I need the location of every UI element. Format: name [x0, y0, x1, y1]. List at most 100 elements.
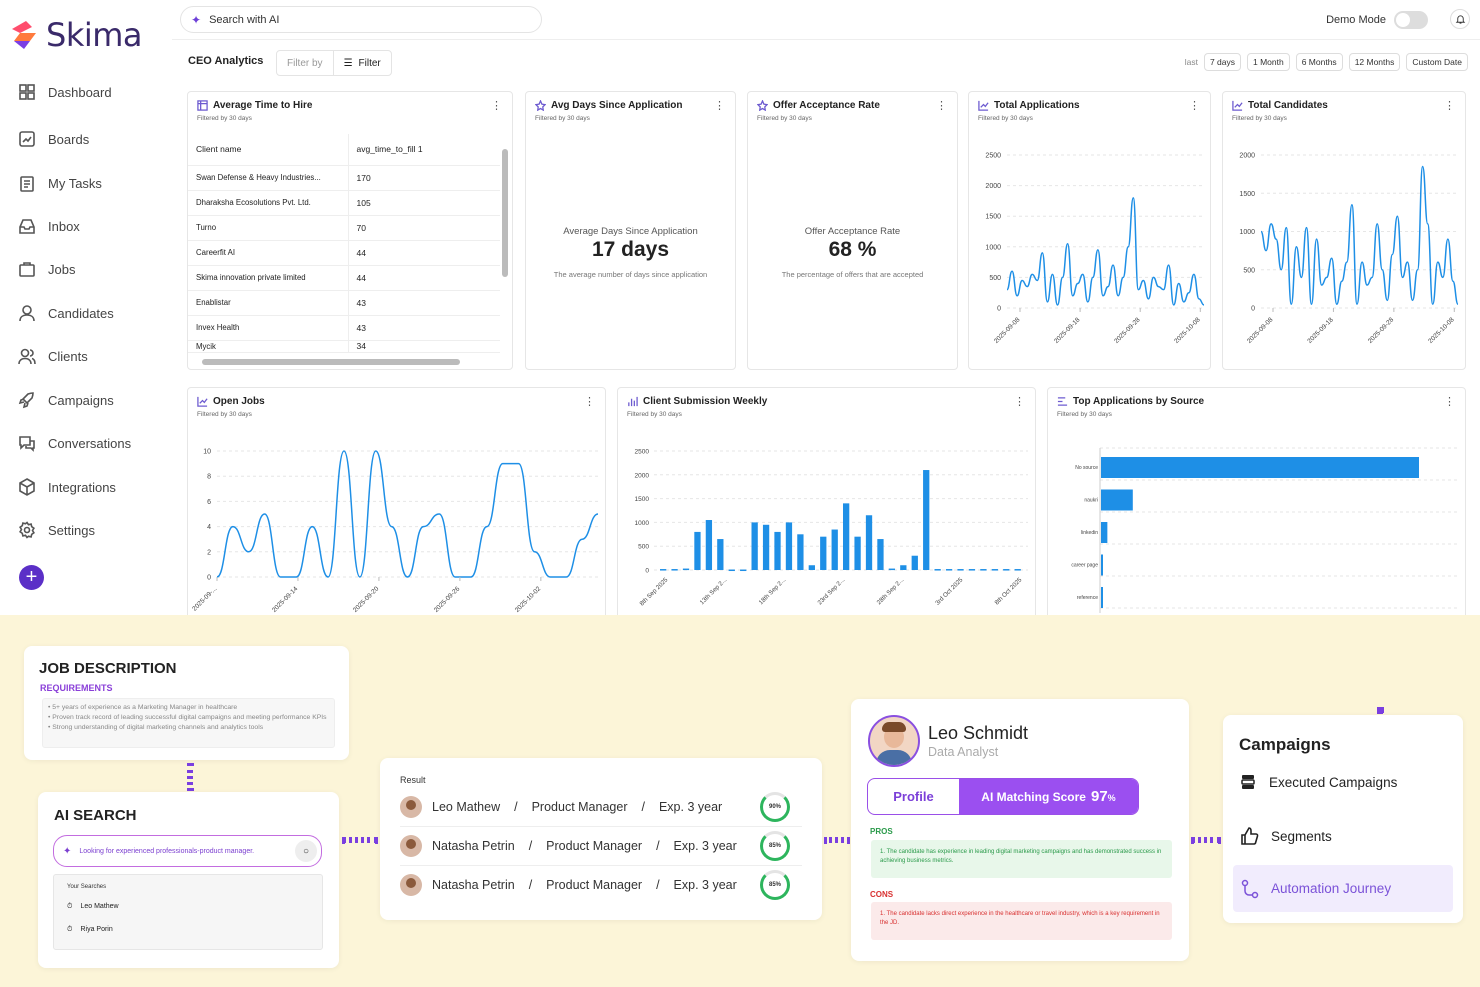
ai-search-query-input[interactable]: ✦ Looking for experienced professionals-… — [53, 835, 322, 867]
card-top-sources: Top Applications by Source Filtered by 3… — [1047, 387, 1466, 627]
card-subtitle: Filtered by 30 days — [1057, 411, 1112, 418]
category-label: linkedin — [1081, 530, 1098, 536]
add-button[interactable]: + — [19, 565, 44, 590]
x-tick-label: 8th Oct 2025 — [993, 576, 1023, 606]
bar — [728, 569, 735, 572]
cons-label: CONS — [870, 890, 894, 899]
range-option[interactable]: 12 Months — [1348, 53, 1401, 71]
bar — [1101, 457, 1419, 478]
connector — [342, 837, 378, 843]
bar — [980, 569, 987, 571]
sidebar-item-label: Conversations — [48, 435, 132, 451]
card-menu-icon[interactable]: ⋮ — [936, 100, 947, 112]
inbox-icon — [19, 219, 35, 234]
table-icon — [197, 100, 208, 111]
avg-time-cell: 170 — [348, 165, 500, 191]
client-name-cell: Mycik — [188, 340, 349, 353]
app-logo: Skima — [8, 16, 143, 54]
card-title-text: Total Candidates — [1248, 100, 1328, 111]
your-searches-label: Your Searches — [67, 884, 107, 890]
filter-button[interactable]: ☰ Filter — [334, 51, 391, 75]
sidebar-item-clients[interactable]: Clients — [18, 347, 88, 365]
tab-profile[interactable]: Profile — [893, 789, 934, 804]
range-option[interactable]: 7 days — [1203, 53, 1241, 71]
series-line — [1260, 165, 1459, 305]
sidebar-item-integrations[interactable]: Integrations — [18, 478, 116, 496]
bar — [740, 569, 747, 572]
recent-search-item[interactable]: ⏱ Riya Porin — [67, 926, 113, 934]
bar — [694, 531, 701, 570]
card-subtitle: Filtered by 30 days — [197, 411, 252, 418]
sidebar-item-boards[interactable]: Boards — [18, 130, 89, 148]
filter-by-label[interactable]: Filter by — [277, 51, 334, 75]
sidebar-item-conversations[interactable]: Conversations — [18, 434, 131, 452]
card-menu-icon[interactable]: ⋮ — [1444, 396, 1455, 408]
demo-mode-toggle[interactable] — [1394, 11, 1428, 29]
column-header[interactable]: Client name — [188, 134, 349, 166]
star-icon — [535, 100, 546, 111]
avg-time-cell: 34 — [348, 340, 500, 353]
column-header[interactable]: avg_time_to_fill 1 — [348, 134, 500, 166]
x-tick-label: 2025-09-20 — [352, 585, 381, 614]
card-menu-icon[interactable]: ⋮ — [584, 396, 595, 408]
campaign-item-executed[interactable]: Executed Campaigns — [1239, 773, 1397, 791]
top-sources-chart: No source naukri linkedin career page refere… — [1071, 447, 1458, 613]
card-title: Open Jobs — [197, 396, 265, 407]
kpi-avg-days: Average Days Since Application 17 days T… — [526, 226, 735, 279]
horizontal-scrollbar[interactable] — [202, 359, 486, 365]
range-option[interactable]: 1 Month — [1247, 53, 1290, 71]
notification-bell-icon[interactable] — [1450, 9, 1470, 29]
sidebar-item-dashboard[interactable]: Dashboard — [18, 83, 112, 101]
result-row[interactable]: Natasha Petrin / Product Manager / Exp. … — [400, 874, 737, 896]
sidebar-item-label: My Tasks — [48, 175, 102, 191]
card-time-to-hire: Average Time to Hire Filtered by 30 days… — [187, 91, 513, 370]
card-menu-icon[interactable]: ⋮ — [491, 100, 502, 112]
bar — [968, 569, 976, 571]
sidebar-item-jobs[interactable]: Jobs — [18, 260, 75, 278]
bar — [991, 569, 998, 571]
sidebar-item-settings[interactable]: Settings — [18, 521, 95, 539]
avg-time-cell: 44 — [348, 240, 500, 266]
bar — [945, 569, 953, 571]
result-row[interactable]: Natasha Petrin / Product Manager / Exp. … — [400, 835, 737, 857]
search-icon[interactable]: ○ — [295, 840, 317, 862]
sidebar-item-campaigns[interactable]: Campaigns — [18, 391, 114, 409]
sidebar-item-candidates[interactable]: Candidates — [18, 304, 114, 322]
vertical-scrollbar[interactable] — [502, 137, 508, 347]
card-menu-icon[interactable]: ⋮ — [1189, 100, 1200, 112]
requirement-line: • Proven track record of leading success… — [48, 714, 327, 721]
table-row: Enablistar 43 — [188, 290, 500, 316]
card-subtitle: Filtered by 30 days — [978, 115, 1033, 122]
card-menu-icon[interactable]: ⋮ — [1014, 396, 1025, 408]
x-tick-label: 2025-09-14 — [271, 585, 300, 614]
campaign-item-automation[interactable]: Automation Journey — [1233, 865, 1453, 912]
card-menu-icon[interactable]: ⋮ — [714, 100, 725, 112]
y-tick-label: 0 — [207, 575, 211, 582]
x-tick-label: 2025-09-28 — [1367, 316, 1396, 345]
dashboard-header: CEO Analytics Filter by ☰ Filter last 7 d… — [188, 50, 1468, 76]
requirements-label: REQUIREMENTS — [40, 683, 113, 693]
match-score-ring: 85% — [760, 870, 790, 900]
card-menu-icon[interactable]: ⋮ — [1444, 100, 1455, 112]
result-row[interactable]: Leo Mathew / Product Manager / Exp. 3 ye… — [400, 796, 722, 818]
range-option[interactable]: Custom Date — [1406, 53, 1468, 71]
ai-search-input[interactable]: ✦ Search with AI — [180, 6, 542, 33]
app-name: Skima — [46, 16, 143, 54]
job-description-card: JOB DESCRIPTION REQUIREMENTS • 5+ years … — [24, 646, 349, 760]
x-tick-label: 28th Sep 2... — [876, 576, 906, 606]
tab-ai-matching-score[interactable]: AI Matching Score 97% — [959, 779, 1138, 814]
ai-search-card: AI SEARCH ✦ Looking for experienced prof… — [38, 792, 339, 968]
campaign-item-segments[interactable]: Segments — [1239, 826, 1332, 846]
card-title: Avg Days Since Application — [535, 100, 683, 111]
sidebar-item-inbox[interactable]: Inbox — [18, 217, 80, 235]
box-icon — [19, 478, 35, 496]
recent-search-item[interactable]: ⏱ Leo Mathew — [67, 903, 119, 911]
sidebar-item-label: Jobs — [48, 261, 76, 277]
table-row: Turno 70 — [188, 215, 500, 241]
bar — [923, 470, 930, 570]
card-subtitle: Filtered by 30 days — [535, 115, 590, 122]
result-role: Product Manager — [546, 839, 643, 853]
range-option[interactable]: 6 Months — [1295, 53, 1343, 71]
sidebar-item-my-tasks[interactable]: My Tasks — [18, 174, 102, 192]
kpi-value: 68 % — [828, 238, 877, 261]
